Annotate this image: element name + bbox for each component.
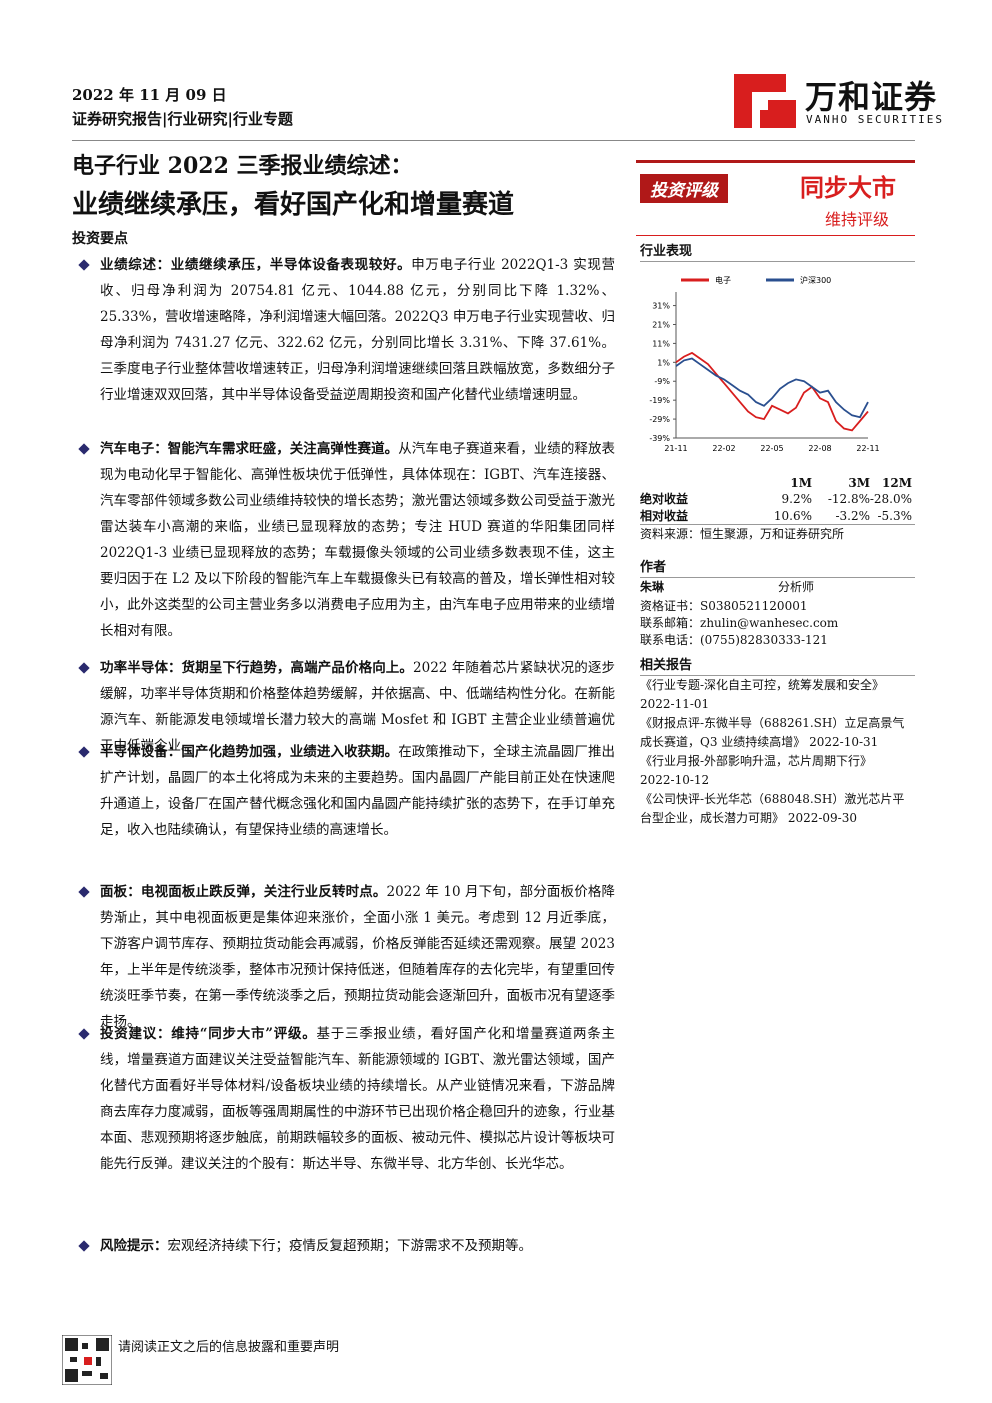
author-cert: 资格证书：S0380521120001 [640,599,808,613]
logo-en: VANHO SECURITIES [806,113,944,126]
bullet-marker [78,662,90,674]
related-heading: 相关报告 [640,654,915,676]
table-header: 3M [848,476,870,490]
legend-label: 电子 [715,275,731,285]
table-cell: 9.2% [781,492,813,506]
title-line2: 业绩继续承压，看好国产化和增量赛道 [72,190,515,220]
x-tick-label: 22-11 [856,444,879,453]
bullet: 面板：电视面板止跌反弹，关注行业反转时点。2022 年 10 月下旬，部分面板价… [100,879,615,1035]
bullet-lead: 业绩综述：业绩继续承压，半导体设备表现较好。 [100,257,412,273]
y-tick-label: 21% [652,320,670,329]
related-item: 《行业专题-深化自主可控，统筹发展和安全》 [640,678,885,692]
table-cell: -3.2% [835,509,870,523]
bullet-lead: 功率半导体：货期呈下行趋势，高端产品价格向上。 [100,660,414,676]
rating-value: 同步大市 [800,173,896,202]
series-line [675,351,869,432]
x-tick-label: 22-02 [712,444,735,453]
key-points-heading: 投资要点 [72,231,128,247]
y-tick-label: -9% [654,377,670,386]
bullet-text: 2022 年随着芯片紧缺状况的逐步缓解，功率半导体货期和价格整体趋势缓解，并依据… [100,660,615,754]
bullet-lead: 半导体设备：国产化趋势加强，业绩进入收获期。 [100,744,399,760]
bullet: 业绩综述：业绩继续承压，半导体设备表现较好。申万电子行业 2022Q1-3 实现… [100,252,615,408]
y-tick-label: 1% [657,358,670,367]
series-line [675,357,869,419]
table-cell: -28.0% [869,492,912,506]
row-label: 相对收益 [640,509,689,523]
rating-label: 投资评级 [640,174,728,203]
y-tick-label: -19% [649,396,670,405]
related-item: 《行业月报-外部影响升温，芯片周期下行》 [640,754,873,768]
rating-box [636,160,915,236]
author-phone: 联系电话：(0755)82830333-121 [640,633,828,647]
table-cell: -5.3% [877,509,912,523]
bullet-lead: 面板：电视面板止跌反弹，关注行业反转时点。 [100,884,387,900]
bullet: 投资建议：维持“同步大市”评级。基于三季报业绩，看好国产化和增量赛道两条主线，增… [100,1021,615,1177]
y-tick-label: -29% [649,415,670,424]
row-label: 绝对收益 [640,492,689,506]
y-tick-label: 11% [652,339,670,348]
rating-note: 维持评级 [825,210,890,229]
y-tick-label: -39% [649,434,670,443]
related-item: 《公司快评-长光华芯（688048.SH）激光芯片平台型企业，成长潜力可期》 2… [640,792,905,825]
source: 资料来源：恒生聚源，万和证券研究所 [640,524,915,544]
bullet-marker [78,886,90,898]
qr-code [62,1335,112,1385]
table-header: 12M [882,476,912,490]
table-header: 1M [790,476,812,490]
header-rule [72,140,915,141]
footer: 请阅读正文之后的信息披露和重要声明 [118,1340,340,1355]
performance-chart: 31% 21% 11% 1% -9% -19% -29% -39%21-11 22-02 22-0… [649,275,879,453]
bullet: 半导体设备：国产化趋势加强，业绩进入收获期。在政策推动下，全球主流晶圆厂推出扩产… [100,739,615,843]
table-cell: 10.6% [773,509,812,523]
report-type: 证券研究报告|行业研究|行业专题 [72,110,293,128]
author-email: 联系邮箱：zhulin@wanhesec.com [640,616,839,630]
bullet: 功率半导体：货期呈下行趋势，高端产品价格向上。2022 年随着芯片紧缺状况的逐步… [100,655,615,759]
logo-mark [734,74,796,128]
bullet-lead: 汽车电子：智能汽车需求旺盛，关注高弹性赛道。 [100,441,399,457]
bullet-text: 基于三季报业绩，看好国产化和增量赛道两条主线，增量赛道方面建议关注受益智能汽车、… [100,1026,616,1172]
bullet-lead: 风险提示： [100,1238,168,1254]
bullet-marker [78,1240,90,1252]
bullet: 汽车电子：智能汽车需求旺盛，关注高弹性赛道。从汽车电子赛道来看，业绩的释放表现为… [100,436,615,644]
author-role: 分析师 [778,580,815,594]
bullet-marker [78,443,90,455]
author-heading: 作者 [640,556,915,578]
performance-heading: 行业表现 [640,240,915,262]
bullet-text: 在政策推动下，全球主流晶圆厂推出扩产计划，晶圆厂的本土化将成为未来的主要趋势。国… [100,744,616,838]
bullet-text: 2022 年 10 月下旬，部分面板价格降势渐止，其中电视面板更是集体迎来涨价，… [100,884,615,1030]
related-item: 2022-10-12 [640,773,710,787]
y-tick-label: 31% [652,302,670,311]
related-list: 《行业专题-深化自主可控，统筹发展和安全》 2022-11-01 《财报点评-东微半… [640,676,910,828]
logo-name: 万和证券 [805,78,938,116]
title-line1: 电子行业 2022 三季报业绩综述： [72,153,413,179]
bullet-marker [78,746,90,758]
date: 2022 年 11 月 09 日 [72,86,227,104]
related-item: 2022-11-01 [640,697,710,711]
x-tick-label: 22-08 [808,444,831,453]
bullet-text: 从汽车电子赛道来看，业绩的释放表现为电动化早于智能化、高弹性板块优于低弹性，具体… [100,441,616,639]
table-cell: -12.8% [827,492,870,506]
author-name: 朱琳 [640,580,665,594]
bullet-marker [78,1028,90,1040]
bullet: 风险提示：宏观经济持续下行；疫情反复超预期；下游需求不及预期等。 [100,1233,615,1259]
x-tick-label: 22-05 [760,444,783,453]
x-tick-label: 21-11 [664,444,687,453]
legend-label: 沪深300 [800,275,831,285]
bullet-lead: 投资建议：维持“同步大市”评级。 [100,1026,317,1042]
bullet-marker [78,259,90,271]
bullet-text: 申万电子行业 2022Q1-3 实现营收、归母净利润为 20754.81 亿元、… [100,257,615,403]
bullet-text: 宏观经济持续下行；疫情反复超预期；下游需求不及预期等。 [167,1238,533,1254]
related-item: 《财报点评-东微半导（688261.SH）立足高景气成长赛道，Q3 业绩持续高增… [640,716,905,749]
